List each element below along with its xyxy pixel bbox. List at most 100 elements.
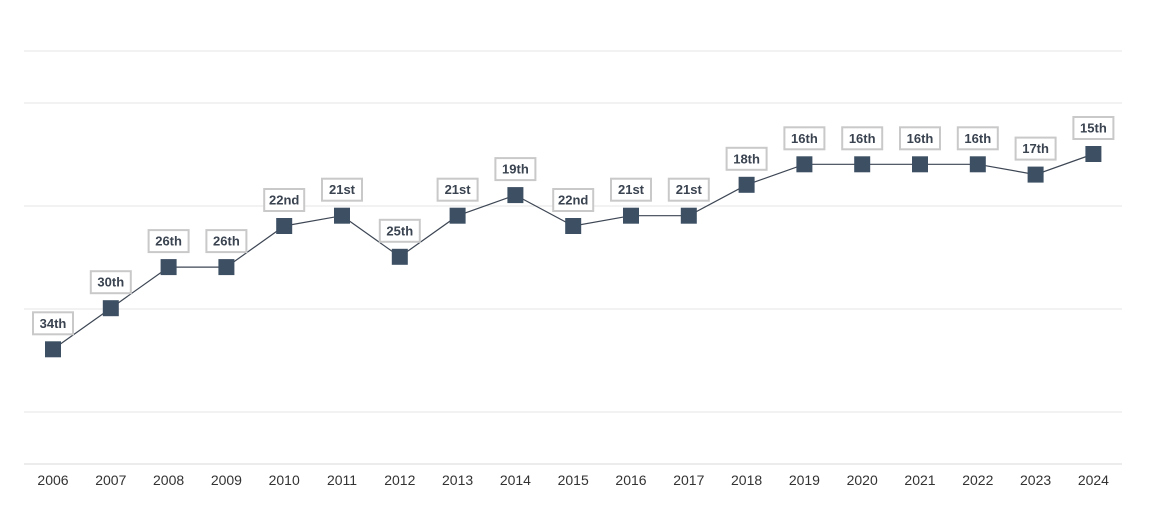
data-label: 22nd xyxy=(552,188,595,212)
data-label-box xyxy=(1072,116,1115,140)
data-label-text: 26th xyxy=(155,234,182,249)
data-label: 26th xyxy=(205,229,248,254)
x-tick-label: 2018 xyxy=(731,472,762,488)
x-axis-ticks: 2006 2007 2008 2009 2010 2011 2012 2013 2014 2015… xyxy=(37,472,1109,488)
data-point-marker xyxy=(912,156,928,173)
data-label-text: 17th xyxy=(1022,141,1049,156)
data-label-box xyxy=(205,229,248,254)
data-label-text: 16th xyxy=(791,131,818,146)
data-label-text: 30th xyxy=(97,275,124,290)
data-label: 18th xyxy=(725,146,768,171)
data-label-text: 16th xyxy=(907,131,934,146)
data-point-marker xyxy=(680,207,697,224)
x-tick-label: 2015 xyxy=(558,472,589,488)
x-tick-label: 2020 xyxy=(847,472,878,488)
data-label-box xyxy=(552,188,595,212)
data-label: 16th xyxy=(841,126,884,151)
data-label: 26th xyxy=(147,229,190,254)
data-label-text: 22nd xyxy=(558,193,588,208)
data-label-box xyxy=(610,177,652,202)
data-label-text: 21st xyxy=(676,182,703,197)
data-label-box xyxy=(725,146,768,171)
data-point-marker xyxy=(160,259,177,276)
x-tick-label: 2006 xyxy=(37,472,68,488)
data-label-text: 34th xyxy=(40,316,67,331)
data-label-group: 34th 30th 26th 26th 22nd 21st 25th 21st 19th 22nd… xyxy=(32,116,1115,336)
data-label: 16th xyxy=(899,126,941,151)
data-label: 22nd xyxy=(263,188,306,212)
data-label-box xyxy=(263,188,306,212)
data-label: 19th xyxy=(494,157,537,182)
x-tick-label: 2007 xyxy=(95,472,126,488)
data-label-box xyxy=(32,311,74,336)
data-point-marker xyxy=(391,248,408,265)
data-label: 21st xyxy=(667,177,710,202)
data-point-marker xyxy=(507,187,524,204)
data-label: 15th xyxy=(1072,116,1115,140)
x-tick-label: 2008 xyxy=(153,472,184,488)
data-label: 34th xyxy=(32,311,74,336)
x-tick-label: 2011 xyxy=(327,472,357,488)
data-label-box xyxy=(783,126,826,151)
data-label-box xyxy=(436,177,479,202)
data-point-marker xyxy=(969,156,986,173)
data-label-text: 16th xyxy=(849,131,876,146)
data-point-marker xyxy=(565,218,582,234)
data-point-marker xyxy=(1085,146,1102,162)
data-point-marker xyxy=(449,207,466,224)
x-tick-label: 2013 xyxy=(442,472,473,488)
x-tick-label: 2012 xyxy=(384,472,415,488)
data-point-marker xyxy=(218,259,235,276)
data-label-text: 18th xyxy=(733,151,760,166)
data-label: 25th xyxy=(378,218,421,243)
data-point-marker xyxy=(1027,166,1044,183)
data-label: 17th xyxy=(1014,136,1057,161)
data-label-text: 25th xyxy=(386,223,413,238)
x-tick-label: 2021 xyxy=(904,472,935,488)
x-tick-label: 2017 xyxy=(673,472,704,488)
x-tick-label: 2016 xyxy=(615,472,646,488)
data-point-marker xyxy=(102,300,119,317)
data-label-box xyxy=(494,157,537,182)
data-label: 16th xyxy=(956,126,999,151)
data-label-text: 19th xyxy=(502,162,529,177)
data-label-text: 21st xyxy=(445,182,472,197)
data-label: 16th xyxy=(783,126,826,151)
data-label-text: 21st xyxy=(329,182,356,197)
data-point-marker xyxy=(45,341,61,358)
data-point-marker xyxy=(738,176,755,193)
data-label-text: 26th xyxy=(213,234,240,249)
data-point-marker xyxy=(623,207,639,224)
x-tick-label: 2019 xyxy=(789,472,820,488)
data-point-marker xyxy=(276,218,293,234)
data-label-text: 22nd xyxy=(269,193,299,208)
data-label-box xyxy=(667,177,710,202)
data-label-text: 21st xyxy=(618,182,645,197)
data-label-text: 15th xyxy=(1080,121,1107,136)
data-label: 21st xyxy=(321,177,363,202)
x-tick-label: 2009 xyxy=(211,472,242,488)
data-label-box xyxy=(956,126,999,151)
data-label: 30th xyxy=(89,270,132,295)
x-tick-label: 2014 xyxy=(500,472,531,488)
data-label: 21st xyxy=(436,177,479,202)
data-label: 21st xyxy=(610,177,652,202)
data-label-box xyxy=(89,270,132,295)
x-tick-label: 2022 xyxy=(962,472,993,488)
x-tick-label: 2010 xyxy=(269,472,300,488)
data-point-marker xyxy=(854,156,871,173)
data-label-box xyxy=(378,218,421,243)
x-tick-label: 2024 xyxy=(1078,472,1109,488)
data-label-box xyxy=(147,229,190,254)
data-label-box xyxy=(1014,136,1057,161)
data-label-text: 16th xyxy=(964,131,991,146)
data-point-marker xyxy=(334,207,350,224)
data-label-box xyxy=(321,177,363,202)
gridlines xyxy=(24,50,1122,465)
x-tick-label: 2023 xyxy=(1020,472,1051,488)
data-label-box xyxy=(841,126,884,151)
series-group xyxy=(45,146,1102,358)
data-point-marker xyxy=(796,156,813,173)
